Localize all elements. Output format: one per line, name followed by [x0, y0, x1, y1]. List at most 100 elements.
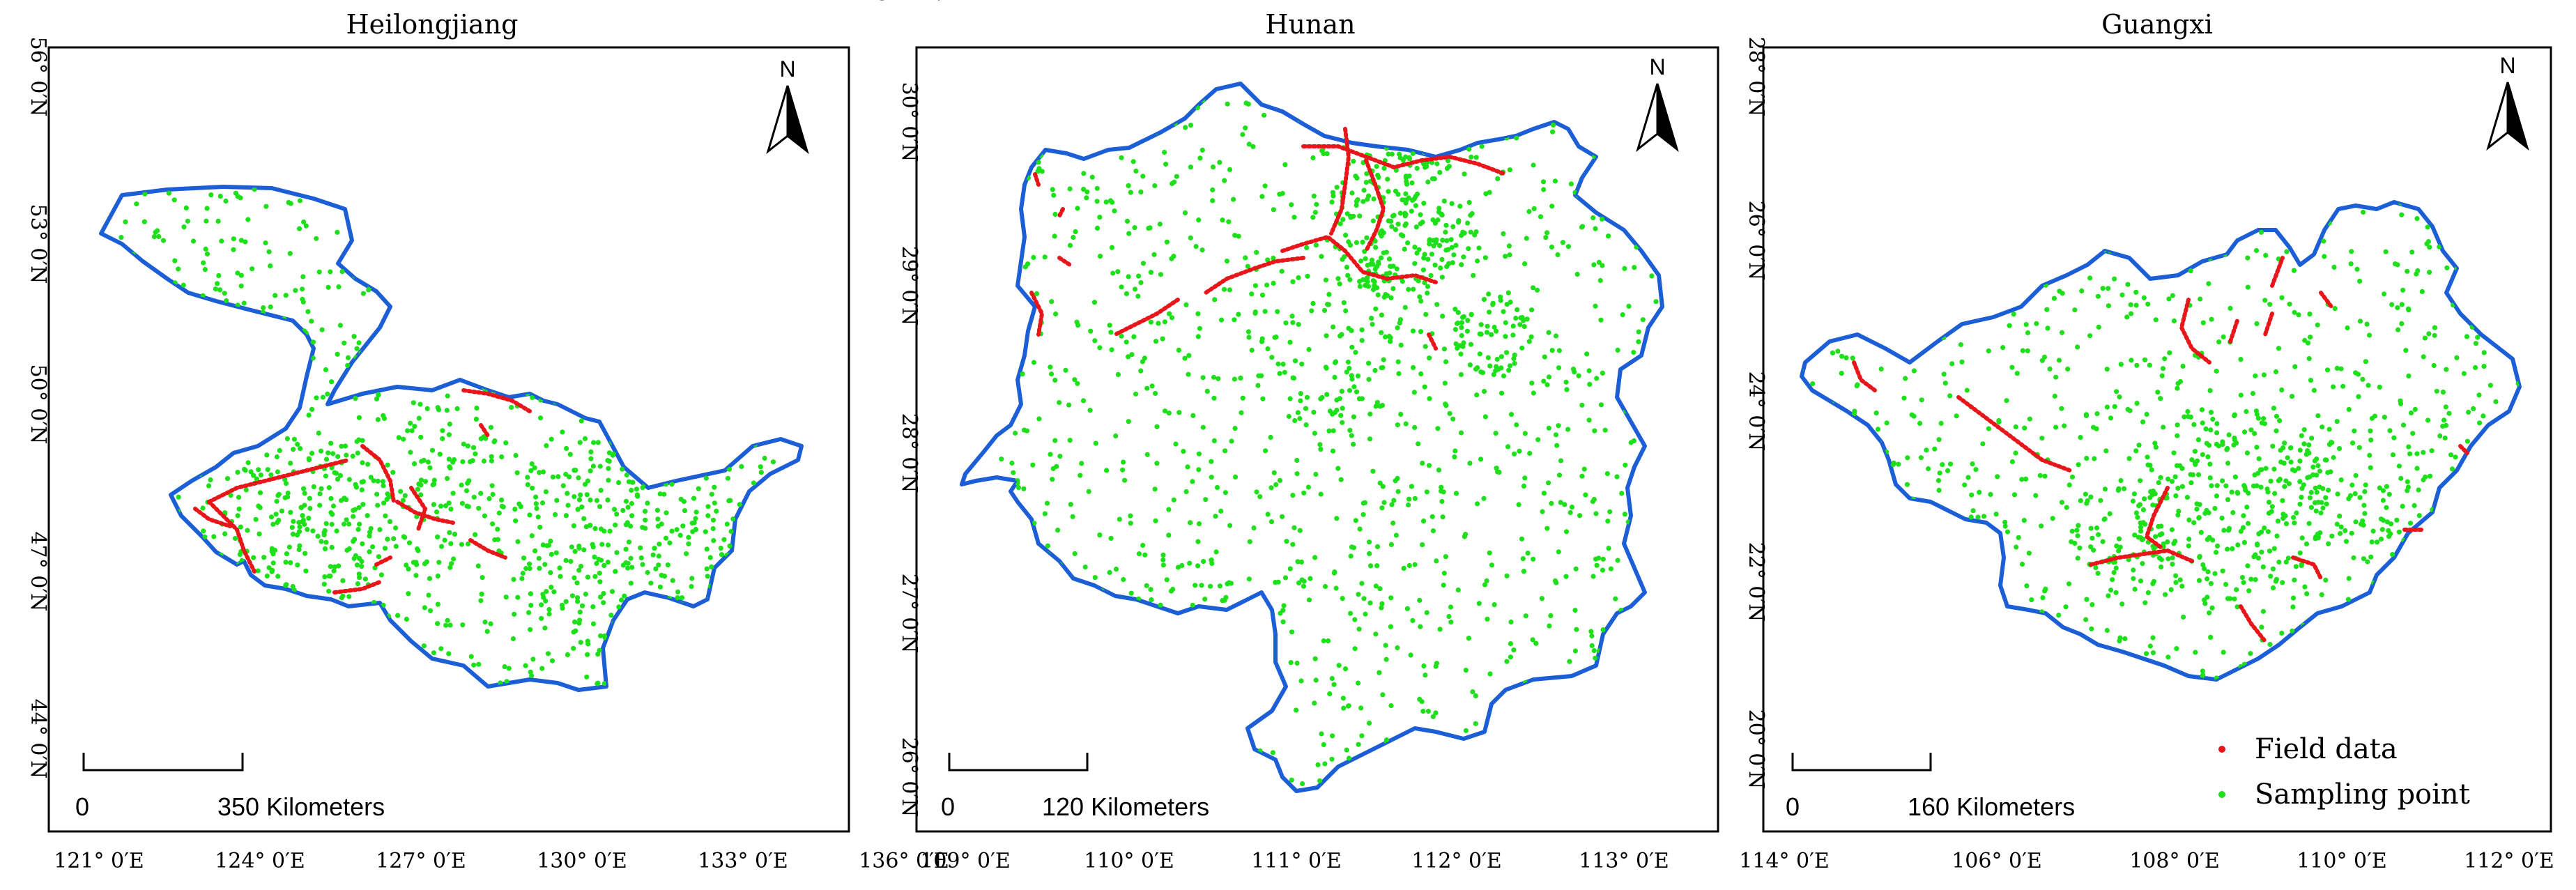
- sampling-point: [1573, 566, 1579, 571]
- sampling-point: [1254, 489, 1259, 495]
- sampling-point: [2361, 556, 2366, 562]
- sampling-point: [2291, 268, 2297, 273]
- sampling-point: [2485, 500, 2490, 505]
- sampling-point: [1298, 398, 1303, 404]
- sampling-point: [2510, 308, 2515, 314]
- sampling-point: [2426, 331, 2432, 337]
- sampling-point: [2140, 537, 2145, 543]
- sampling-point: [1014, 591, 1020, 597]
- sampling-point: [435, 601, 441, 607]
- sampling-point: [663, 434, 668, 439]
- sampling-point: [1548, 613, 1554, 619]
- sampling-point: [2301, 427, 2307, 433]
- sampling-point: [2117, 544, 2123, 550]
- sampling-point: [1400, 157, 1406, 163]
- sampling-point: [592, 554, 597, 560]
- sampling-point: [571, 523, 577, 529]
- sampling-point: [330, 451, 336, 456]
- sampling-point: [434, 197, 440, 203]
- sampling-point: [1034, 141, 1039, 146]
- sampling-point: [708, 252, 714, 257]
- sampling-point: [770, 459, 776, 465]
- sampling-point: [438, 376, 443, 382]
- sampling-point: [544, 187, 550, 192]
- sampling-point: [1169, 256, 1174, 261]
- sampling-point: [1484, 578, 1489, 584]
- sampling-point: [2060, 667, 2066, 673]
- sampling-point: [1504, 350, 1510, 355]
- sampling-point: [732, 670, 737, 675]
- sampling-point: [1015, 485, 1022, 491]
- sampling-point: [2205, 576, 2210, 582]
- sampling-point: [155, 228, 160, 233]
- sampling-point: [183, 205, 189, 210]
- sampling-point: [470, 278, 475, 284]
- sampling-point: [762, 365, 767, 371]
- sampling-point: [1988, 491, 1993, 498]
- sampling-point: [1142, 552, 1148, 558]
- sampling-point: [331, 568, 337, 574]
- sampling-point: [2343, 539, 2349, 544]
- boundary-hunan: [960, 82, 1664, 793]
- sampling-point: [1659, 233, 1662, 238]
- sampling-point: [1319, 731, 1324, 737]
- sampling-point: [557, 287, 563, 293]
- sampling-point: [2136, 443, 2142, 448]
- sampling-point: [1410, 365, 1416, 371]
- sampling-point: [2103, 448, 2109, 454]
- sampling-point: [509, 371, 515, 377]
- sampling-point: [751, 187, 757, 190]
- sampling-point: [1132, 225, 1137, 231]
- sampling-point: [1556, 423, 1561, 429]
- sampling-point: [643, 517, 648, 523]
- sampling-point: [2232, 596, 2237, 601]
- sampling-point: [2392, 261, 2398, 267]
- sampling-point: [705, 574, 710, 579]
- sampling-point: [2240, 525, 2246, 530]
- sampling-point: [1901, 236, 1906, 241]
- sampling-point: [251, 670, 256, 676]
- sampling-point: [1310, 155, 1316, 161]
- sampling-point: [1374, 285, 1380, 291]
- sampling-point: [1356, 396, 1362, 401]
- sampling-point: [404, 616, 410, 622]
- sampling-point: [1372, 279, 1377, 284]
- sampling-point: [269, 548, 275, 554]
- sampling-point: [665, 642, 671, 647]
- sampling-point: [2005, 252, 2011, 257]
- sampling-point: [1645, 624, 1650, 630]
- sampling-point: [630, 364, 636, 370]
- sampling-point: [1864, 281, 1870, 286]
- sampling-point: [1383, 334, 1388, 339]
- sampling-point: [523, 663, 528, 668]
- sampling-point: [1146, 225, 1151, 231]
- sampling-point: [1347, 277, 1353, 282]
- sampling-point: [109, 465, 114, 470]
- sampling-point: [1292, 358, 1298, 364]
- sampling-point: [1366, 721, 1372, 726]
- sampling-point: [2412, 406, 2418, 413]
- sampling-point: [1067, 243, 1073, 248]
- sampling-point: [975, 172, 981, 178]
- sampling-point: [426, 592, 431, 598]
- sampling-point: [109, 294, 115, 300]
- sampling-point: [2168, 674, 2173, 680]
- sampling-point: [1312, 656, 1318, 661]
- sampling-point: [643, 474, 649, 479]
- sampling-point: [187, 531, 193, 537]
- sampling-point: [2146, 216, 2152, 222]
- sampling-point: [1443, 229, 1448, 235]
- sampling-point: [1448, 620, 1454, 625]
- sampling-point: [461, 236, 466, 242]
- sampling-point: [1356, 627, 1362, 632]
- sampling-point: [1363, 611, 1368, 617]
- sampling-point: [1149, 597, 1154, 603]
- sampling-point: [575, 507, 581, 512]
- sampling-point: [1245, 263, 1250, 269]
- sampling-point: [2112, 404, 2117, 410]
- sampling-point: [1262, 183, 1268, 189]
- sampling-point: [1337, 333, 1343, 339]
- sampling-point: [1903, 376, 1908, 381]
- sampling-point: [238, 195, 243, 201]
- sampling-point: [2147, 213, 2153, 219]
